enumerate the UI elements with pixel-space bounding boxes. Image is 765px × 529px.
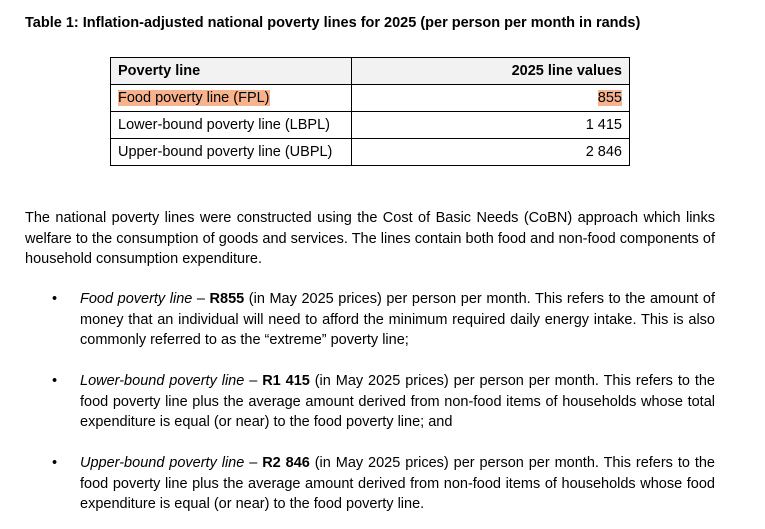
- bullet-text: Lower-bound poverty line – R1 415 (in Ma…: [80, 371, 715, 433]
- bullet-mark: •: [52, 291, 58, 307]
- bullet-rest: (in May 2025 prices) per person per mont…: [80, 373, 715, 430]
- poverty-lines-table: Poverty line 2025 line values Food pover…: [110, 57, 630, 166]
- bullet-rest: (in May 2025 prices) per person per mont…: [80, 455, 715, 512]
- table-row: Upper-bound poverty line (UBPL) 2 846: [110, 138, 630, 166]
- row-value-cell: 855: [351, 84, 630, 112]
- highlighted-text: Food poverty line (FPL): [118, 90, 270, 106]
- header-line-values: 2025 line values: [351, 57, 630, 85]
- bullet-mark: •: [52, 373, 58, 389]
- bullet-amount: R1 415: [262, 373, 310, 389]
- bullet-rest: (in May 2025 prices) per person per mont…: [80, 291, 716, 348]
- row-name-cell: Lower-bound poverty line (LBPL): [110, 111, 352, 139]
- header-poverty-line: Poverty line: [110, 57, 352, 85]
- highlighted-text: 855: [597, 90, 622, 106]
- intro-paragraph: The national poverty lines were construc…: [25, 210, 715, 267]
- table-caption: Table 1: Inflation-adjusted national pov…: [25, 15, 641, 31]
- bullet-dash: –: [244, 455, 263, 471]
- row-name-cell: Food poverty line (FPL): [110, 84, 352, 112]
- bullet-term: Food poverty line: [80, 291, 193, 307]
- table-row: Lower-bound poverty line (LBPL) 1 415: [110, 111, 630, 139]
- bullet-amount: R855: [209, 291, 245, 307]
- bullet-text: Upper-bound poverty line – R2 846 (in Ma…: [80, 453, 715, 515]
- bullet-dash: –: [192, 291, 210, 307]
- row-value-cell: 1 415: [351, 111, 630, 139]
- bullet-text: Food poverty line – R855 (in May 2025 pr…: [80, 289, 715, 351]
- bullet-term: Lower-bound poverty line: [80, 373, 245, 389]
- row-value-cell: 2 846: [351, 138, 630, 166]
- bullet-mark: •: [52, 455, 58, 471]
- table-row: Food poverty line (FPL) 855: [110, 84, 630, 112]
- bullet-amount: R2 846: [262, 455, 310, 471]
- bullet-term: Upper-bound poverty line: [80, 455, 245, 471]
- row-name-cell: Upper-bound poverty line (UBPL): [110, 138, 352, 166]
- bullet-dash: –: [244, 373, 263, 389]
- table-header-row: Poverty line 2025 line values: [110, 57, 630, 85]
